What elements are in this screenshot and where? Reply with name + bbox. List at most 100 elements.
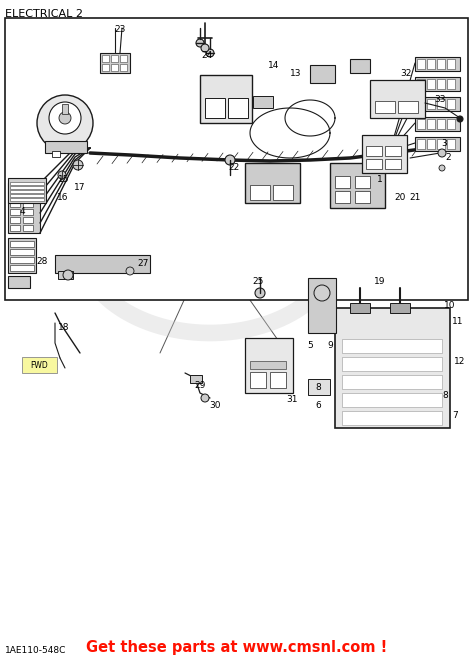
Bar (427, 59, 435, 69)
Bar (437, 79, 445, 89)
Bar (10, 265, 34, 271)
Text: 16: 16 (57, 192, 69, 202)
Text: 8: 8 (315, 383, 321, 391)
Bar (385, 159, 401, 169)
Circle shape (201, 394, 209, 402)
Text: 11: 11 (452, 316, 464, 326)
Bar (308, 379, 330, 395)
Bar (102, 64, 109, 71)
Bar (310, 65, 335, 83)
Bar (335, 176, 350, 188)
Bar (111, 64, 118, 71)
Bar (10, 185, 20, 191)
Bar (8, 178, 46, 203)
Circle shape (439, 165, 445, 171)
Bar (415, 117, 460, 131)
Text: 25: 25 (252, 276, 264, 286)
Text: 14: 14 (268, 60, 280, 70)
Text: 1AE110-548C: 1AE110-548C (5, 646, 66, 655)
Bar (23, 209, 33, 215)
Circle shape (63, 270, 73, 280)
Circle shape (58, 171, 66, 179)
Bar (62, 104, 68, 114)
Bar (10, 193, 20, 199)
Bar (190, 375, 202, 383)
Text: 10: 10 (444, 300, 456, 310)
Bar (355, 176, 370, 188)
Circle shape (201, 44, 209, 52)
Bar (447, 139, 455, 149)
Bar (342, 411, 442, 425)
Text: Get these parts at www.cmsnl.com !: Get these parts at www.cmsnl.com ! (86, 640, 388, 655)
Circle shape (206, 49, 214, 57)
Circle shape (126, 267, 134, 275)
Bar (102, 55, 109, 62)
Bar (10, 217, 20, 223)
Circle shape (438, 149, 446, 157)
Text: 27: 27 (137, 259, 149, 269)
Bar (253, 96, 273, 108)
Bar (417, 99, 425, 109)
Bar (250, 372, 266, 388)
Bar (427, 79, 435, 89)
Bar (437, 59, 445, 69)
Bar (335, 191, 350, 203)
Bar (10, 257, 34, 263)
Bar (10, 209, 20, 215)
Text: 8: 8 (442, 391, 448, 400)
Text: 21: 21 (410, 194, 421, 202)
Bar (355, 191, 370, 203)
Text: 20: 20 (394, 194, 406, 202)
Bar (273, 185, 293, 200)
Text: 32: 32 (401, 68, 412, 78)
Bar (417, 119, 425, 129)
Bar (10, 190, 44, 193)
Bar (55, 255, 150, 273)
Bar (8, 183, 40, 233)
Text: FWD: FWD (30, 361, 48, 369)
Bar (417, 59, 425, 69)
Bar (10, 198, 44, 201)
Text: cmsnl: cmsnl (193, 235, 227, 245)
Text: 3: 3 (441, 139, 447, 147)
Bar (23, 185, 33, 191)
Bar (5, 18, 468, 300)
Bar (245, 338, 293, 393)
Circle shape (49, 102, 81, 134)
Bar (8, 276, 30, 288)
Text: 5: 5 (307, 341, 313, 349)
Text: 4: 4 (19, 206, 25, 215)
Bar (10, 186, 44, 189)
Circle shape (73, 160, 83, 170)
Bar (342, 357, 442, 371)
Circle shape (255, 288, 265, 298)
Text: 18: 18 (58, 324, 70, 333)
Text: 12: 12 (454, 357, 465, 365)
Bar (10, 194, 44, 197)
Text: 7: 7 (452, 410, 458, 420)
Text: 19: 19 (374, 276, 386, 286)
Bar (370, 80, 425, 118)
Bar (437, 99, 445, 109)
Bar (385, 146, 401, 156)
Bar (308, 278, 336, 333)
Circle shape (225, 155, 235, 165)
Bar (22, 357, 57, 373)
Bar (200, 75, 252, 123)
Bar (350, 303, 370, 313)
Bar (437, 119, 445, 129)
Text: 29: 29 (194, 381, 206, 389)
Bar (10, 241, 34, 247)
Bar (10, 201, 20, 207)
Bar (427, 99, 435, 109)
Text: www: www (198, 215, 222, 225)
Bar (366, 159, 382, 169)
Bar (250, 361, 286, 369)
Text: 17: 17 (74, 182, 86, 192)
Bar (120, 55, 127, 62)
Bar (10, 182, 44, 185)
Bar (120, 64, 127, 71)
Text: 30: 30 (209, 400, 221, 410)
Circle shape (59, 112, 71, 124)
Text: ELECTRICAL 2: ELECTRICAL 2 (5, 9, 83, 19)
